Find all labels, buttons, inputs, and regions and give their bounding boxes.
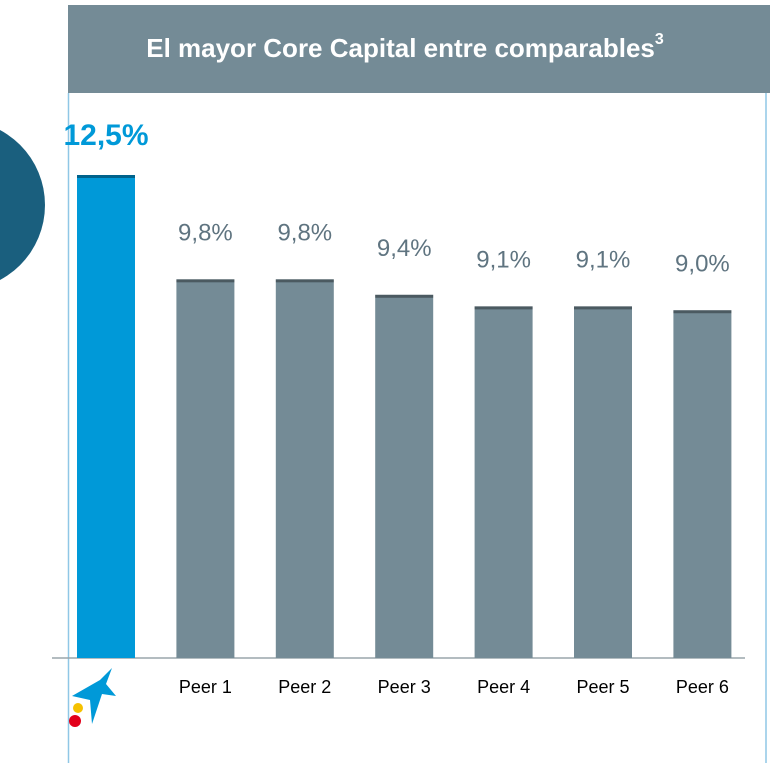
value-label: 9,1% bbox=[476, 247, 531, 274]
bar bbox=[673, 310, 732, 658]
bar bbox=[574, 306, 632, 658]
logo-star bbox=[72, 668, 116, 724]
chart-title: El mayor Core Capital entre comparables bbox=[146, 33, 655, 63]
value-label: 9,8% bbox=[178, 220, 233, 247]
x-tick-label: Peer 2 bbox=[278, 677, 331, 697]
bar bbox=[375, 294, 434, 658]
logo-dot-red bbox=[69, 715, 81, 727]
decor-circle bbox=[0, 130, 45, 280]
value-label: 9,4% bbox=[377, 235, 432, 262]
x-tick-label: Peer 5 bbox=[576, 677, 629, 697]
bar-top-edge bbox=[275, 279, 334, 283]
x-tick-label: Peer 3 bbox=[378, 677, 431, 697]
bar-top-edge bbox=[176, 279, 235, 283]
x-tick-label: Peer 1 bbox=[179, 677, 232, 697]
x-tick-label: Peer 4 bbox=[477, 677, 530, 697]
logo-dot-yellow bbox=[73, 703, 83, 713]
logo bbox=[69, 668, 116, 727]
bar bbox=[176, 279, 235, 658]
bar bbox=[474, 306, 533, 658]
value-label: 9,1% bbox=[576, 247, 631, 274]
bar bbox=[77, 175, 135, 658]
bar-top-edge bbox=[673, 310, 732, 314]
bar-top-edge bbox=[77, 175, 135, 178]
header-band bbox=[68, 5, 770, 93]
bar bbox=[275, 279, 334, 658]
chart-title-group: El mayor Core Capital entre comparables3 bbox=[146, 31, 664, 63]
bar-top-edge bbox=[574, 306, 632, 310]
value-label: 12,5% bbox=[63, 119, 148, 152]
bar-top-edge bbox=[474, 306, 533, 310]
title-superscript: 3 bbox=[655, 31, 664, 48]
value-label: 9,8% bbox=[277, 220, 332, 247]
x-tick-label: Peer 6 bbox=[676, 677, 729, 697]
bar-top-edge bbox=[375, 294, 434, 298]
value-label: 9,0% bbox=[675, 251, 730, 278]
